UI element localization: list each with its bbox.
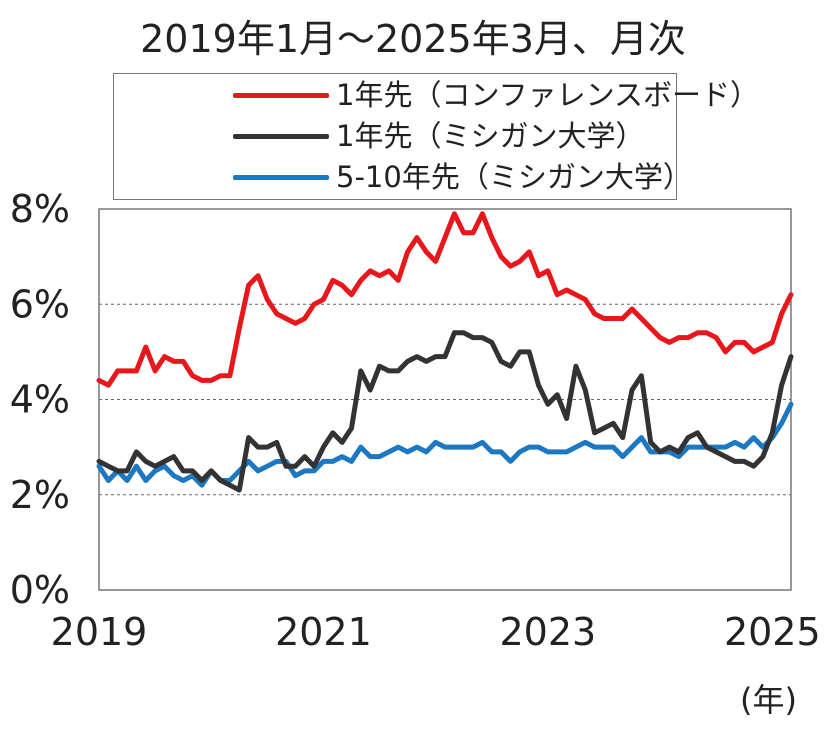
y-tick-label: 2% <box>10 473 70 517</box>
x-axis: 2019 2021 2023 2025 <box>51 610 821 654</box>
gridlines <box>99 303 791 496</box>
legend-label: 1年先（コンファレンスボード） <box>336 78 760 112</box>
series-line-conference-board-1y <box>96 211 794 388</box>
y-axis: 0% 2% 4% 6% 8% <box>10 187 70 612</box>
legend-label: 1年先（ミシガン大学） <box>336 119 645 153</box>
y-tick-label: 4% <box>10 378 70 422</box>
legend-swatch <box>233 175 329 180</box>
x-tick-label: 2023 <box>500 610 597 654</box>
legend: 1年先（コンファレンスボード） 1年先（ミシガン大学） 5-10年先（ミシガン大… <box>113 73 759 200</box>
legend-label: 5-10年先（ミシガン大学） <box>336 160 692 194</box>
series-line-michigan-5-10y <box>96 401 794 488</box>
series-layer <box>96 211 794 493</box>
legend-swatch <box>233 93 329 98</box>
legend-swatch <box>233 134 329 139</box>
y-tick-label: 0% <box>10 568 70 612</box>
y-tick-label: 8% <box>10 187 70 231</box>
x-tick-label: 2021 <box>275 610 372 654</box>
series-line-michigan-1y <box>96 330 794 493</box>
plot-area-border <box>98 208 792 591</box>
x-axis-unit: (年) <box>740 681 797 719</box>
x-tick-label: 2025 <box>724 610 821 654</box>
y-tick-label: 6% <box>10 282 70 326</box>
chart-title: 2019年1月～2025年3月、月次 <box>140 17 686 61</box>
x-tick-label: 2019 <box>51 610 148 654</box>
